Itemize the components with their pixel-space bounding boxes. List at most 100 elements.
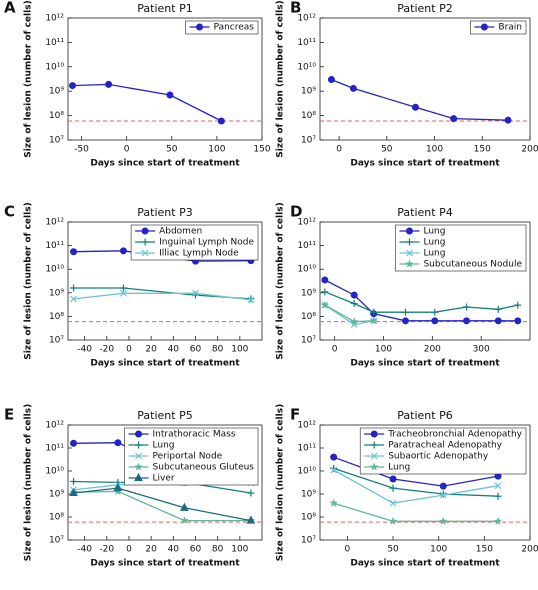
y-tick-label: 10⁸ [49, 513, 64, 523]
legend-label: Lung [423, 249, 445, 259]
y-tick-label: 10¹² [45, 218, 64, 228]
marker [439, 490, 447, 498]
marker [494, 305, 502, 313]
y-axis-label: Size of lesion (number of cells) [24, 202, 34, 359]
legend-marker [135, 441, 143, 449]
marker [247, 489, 255, 497]
y-axis-label: Size of lesion (number of cells) [276, 0, 286, 157]
marker [330, 466, 338, 474]
legend-label: Intrathoracic Mass [153, 430, 236, 440]
legend-marker [406, 249, 413, 257]
marker [494, 482, 502, 490]
marker [494, 317, 502, 325]
marker [329, 498, 338, 507]
y-tick-label: 10⁸ [301, 312, 316, 322]
y-tick-label: 10¹⁰ [45, 467, 64, 477]
x-tick-label: 0 [336, 145, 342, 155]
y-tick-label: 10¹¹ [45, 38, 64, 48]
marker [246, 515, 256, 524]
legend-box [185, 20, 259, 35]
series-line [333, 502, 498, 522]
x-tick-label: 300 [473, 345, 490, 355]
legend-marker [370, 452, 378, 460]
legend-marker [135, 452, 142, 460]
legend-marker [370, 430, 378, 438]
y-tick-label: 10⁹ [49, 288, 64, 298]
x-tick-label: 200 [521, 145, 538, 155]
legend-label: Inguinal Lymph Node [159, 238, 254, 248]
legend-label: Liver [153, 474, 175, 484]
panel-label: E [4, 406, 14, 424]
y-tick-label: 10⁷ [49, 336, 64, 346]
x-tick-label: 100 [231, 345, 248, 355]
legend-marker [405, 259, 414, 268]
marker [350, 300, 358, 308]
y-axis-label: Size of lesion (number of cells) [276, 202, 286, 359]
legend-label: Lung [153, 441, 175, 451]
series-line [324, 279, 518, 322]
marker [514, 301, 522, 309]
legend-label: Pancreas [214, 23, 255, 33]
marker [493, 516, 503, 525]
legend-marker [196, 23, 204, 31]
y-axis-label: Size of lesion (number of cells) [24, 0, 34, 157]
legend-box [395, 224, 527, 272]
x-axis-label: Days since start of treatment [350, 359, 500, 369]
series-line [333, 467, 499, 497]
panel-label: B [290, 0, 301, 17]
marker [463, 317, 471, 325]
marker [369, 316, 379, 325]
chart-title: Patient P1 [137, 2, 192, 15]
marker [401, 317, 409, 325]
legend-box [359, 427, 527, 475]
legend-marker [370, 441, 378, 449]
legend-marker [141, 227, 149, 235]
marker [321, 276, 329, 284]
marker [349, 84, 357, 92]
x-axis-label: Days since start of treatment [350, 559, 500, 569]
chart-title: Patient P3 [137, 206, 192, 219]
x-tick-label: 20 [145, 545, 157, 555]
x-axis-label: Days since start of treatment [90, 359, 240, 369]
marker [349, 317, 359, 326]
y-tick-label: 10⁹ [49, 490, 64, 500]
y-axis-label: Size of lesion (number of cells) [276, 404, 286, 561]
marker [330, 453, 338, 461]
legend-marker [405, 227, 413, 235]
x-tick-label: 100 [426, 145, 443, 155]
legend-label: Periportal Node [153, 452, 223, 462]
y-tick-label: 10⁷ [301, 336, 316, 346]
series-line [333, 469, 499, 504]
x-tick-label: 100 [231, 545, 248, 555]
x-tick-label: 60 [190, 345, 202, 355]
marker [321, 288, 329, 296]
x-tick-label: 200 [424, 345, 441, 355]
series-line [73, 292, 251, 301]
marker [70, 284, 78, 292]
series-line [331, 78, 509, 121]
y-tick-label: 10¹² [297, 14, 316, 24]
plot-frame [67, 221, 263, 341]
plot-frame [319, 17, 531, 141]
legend-label: Tracheobronchial Adenopathy [387, 430, 522, 440]
x-tick-label: 80 [212, 345, 224, 355]
panel-label: D [290, 203, 302, 221]
x-tick-label: 60 [190, 545, 202, 555]
panel-label: F [290, 406, 300, 424]
series-line [73, 487, 252, 522]
marker [504, 116, 512, 124]
marker [438, 516, 448, 525]
marker [69, 487, 78, 497]
y-tick-label: 10¹² [45, 14, 64, 24]
y-tick-label: 10⁹ [301, 288, 316, 298]
x-tick-label: 20 [145, 345, 157, 355]
x-tick-label: 0 [124, 145, 130, 155]
x-tick-label: 0 [332, 345, 338, 355]
marker [119, 247, 127, 255]
plot-frame [67, 424, 263, 541]
y-tick-label: 10⁷ [49, 536, 64, 546]
y-tick-label: 10¹² [297, 218, 316, 228]
